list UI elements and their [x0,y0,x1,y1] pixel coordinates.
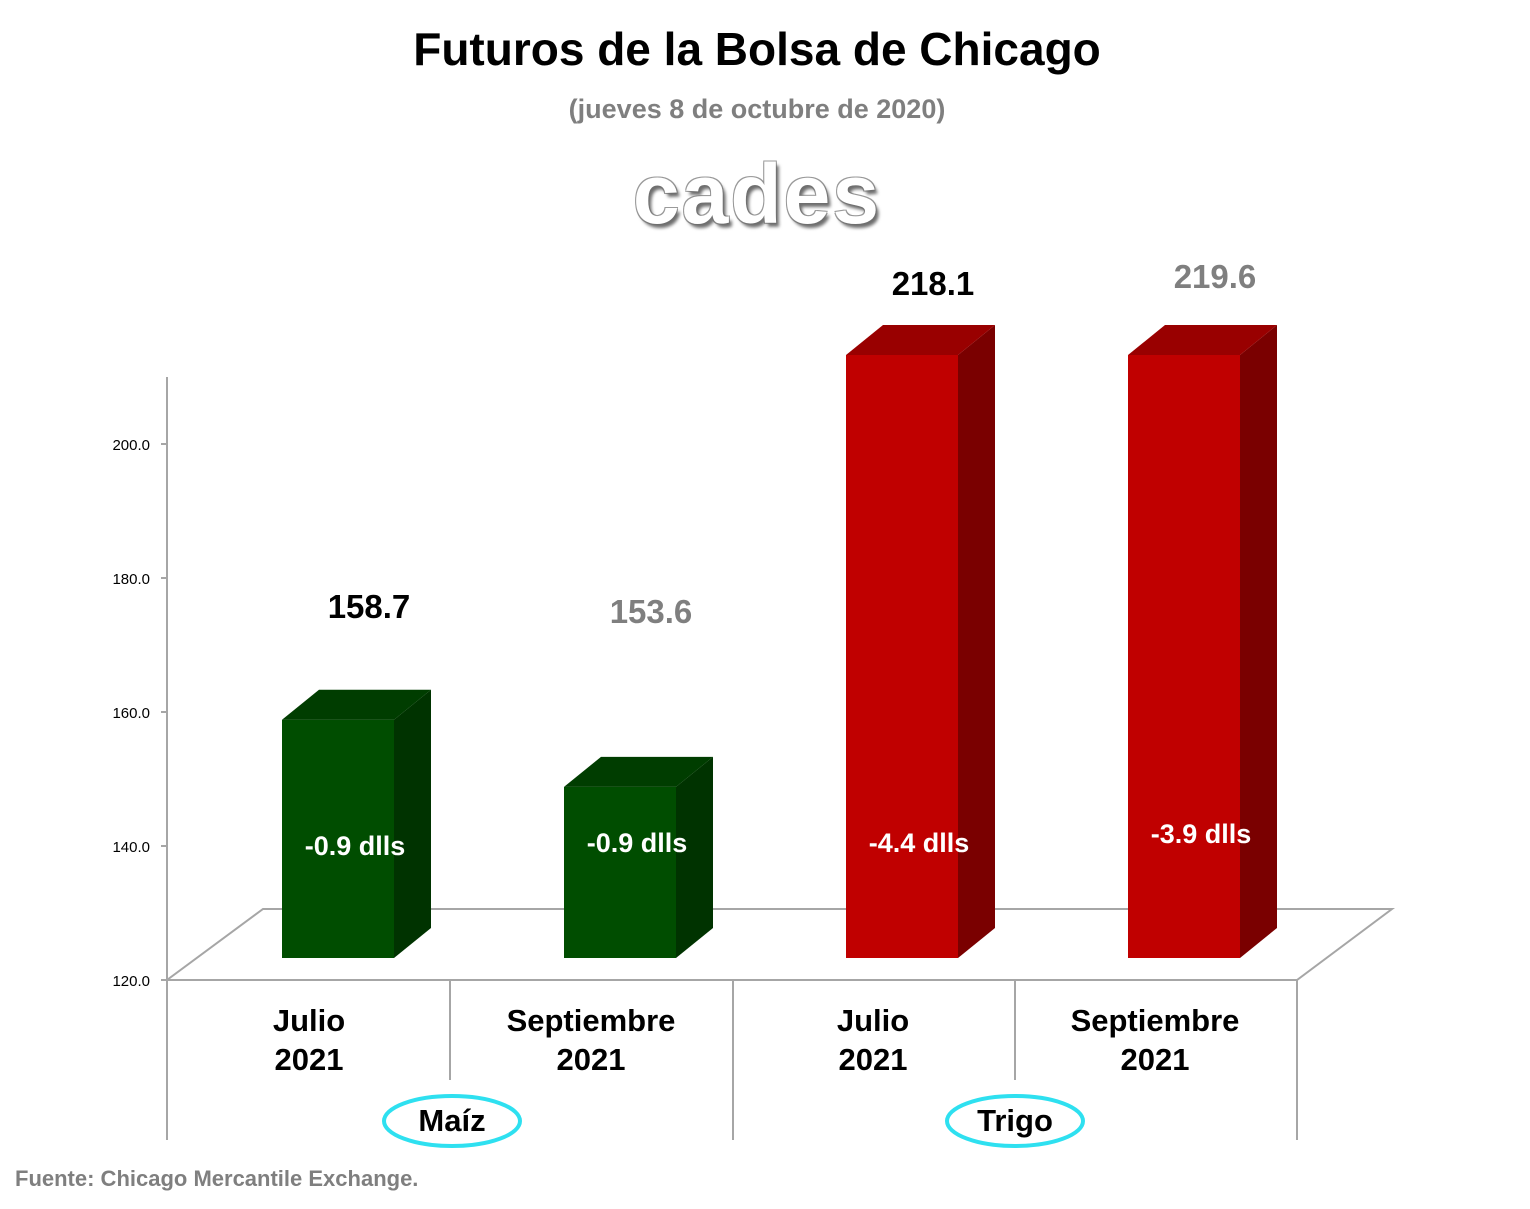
y-tick-label: 120.0 [112,973,150,990]
bar-front [846,355,958,958]
group-highlight-ellipse [382,1094,522,1148]
bar-value-label: 219.6 [1174,258,1257,295]
chart-floor [163,908,1396,981]
bar-change-label: -4.4 dlls [869,828,970,858]
x-group-label: Trigo [977,1103,1053,1138]
y-tick-label: 180.0 [112,571,150,588]
bar-side [1240,325,1277,958]
bar-top [282,689,431,720]
chart-title: Futuros de la Bolsa de Chicago [413,23,1101,75]
x-category-year: 2021 [1121,1042,1190,1077]
x-category-year: 2021 [275,1042,344,1077]
bar-front [564,786,676,958]
y-tick-label: 140.0 [112,839,150,856]
cades-logo: cades [632,147,882,241]
x-category-label: Julio [273,1003,345,1038]
group-highlight-ellipse [945,1094,1085,1148]
y-tick-label: 200.0 [112,437,150,454]
chart-subtitle: (jueves 8 de octubre de 2020) [568,94,946,124]
bar-change-label: -3.9 dlls [1151,819,1252,849]
bar-value-label: 153.6 [610,593,693,630]
x-category-label: Julio [837,1003,909,1038]
bar-front [1128,355,1240,958]
bar-top [1128,325,1277,355]
x-category-label: Septiembre [1071,1003,1240,1038]
bar-top [846,325,995,355]
bar-change-label: -0.9 dlls [305,831,406,861]
bar-value-label: 158.7 [328,588,411,625]
bar-top [564,756,713,787]
bar-front [282,719,394,958]
x-category-label: Septiembre [507,1003,676,1038]
x-category-year: 2021 [839,1042,908,1077]
x-group-label: Maíz [418,1103,485,1138]
source-note: Fuente: Chicago Mercantile Exchange. [15,1166,419,1191]
bar-change-label: -0.9 dlls [587,828,688,858]
bar-side [394,689,431,958]
x-category-year: 2021 [557,1042,626,1077]
y-tick-label: 160.0 [112,705,150,722]
bar-side [676,756,713,958]
bar-side [958,325,995,958]
bar-value-label: 218.1 [892,265,975,302]
